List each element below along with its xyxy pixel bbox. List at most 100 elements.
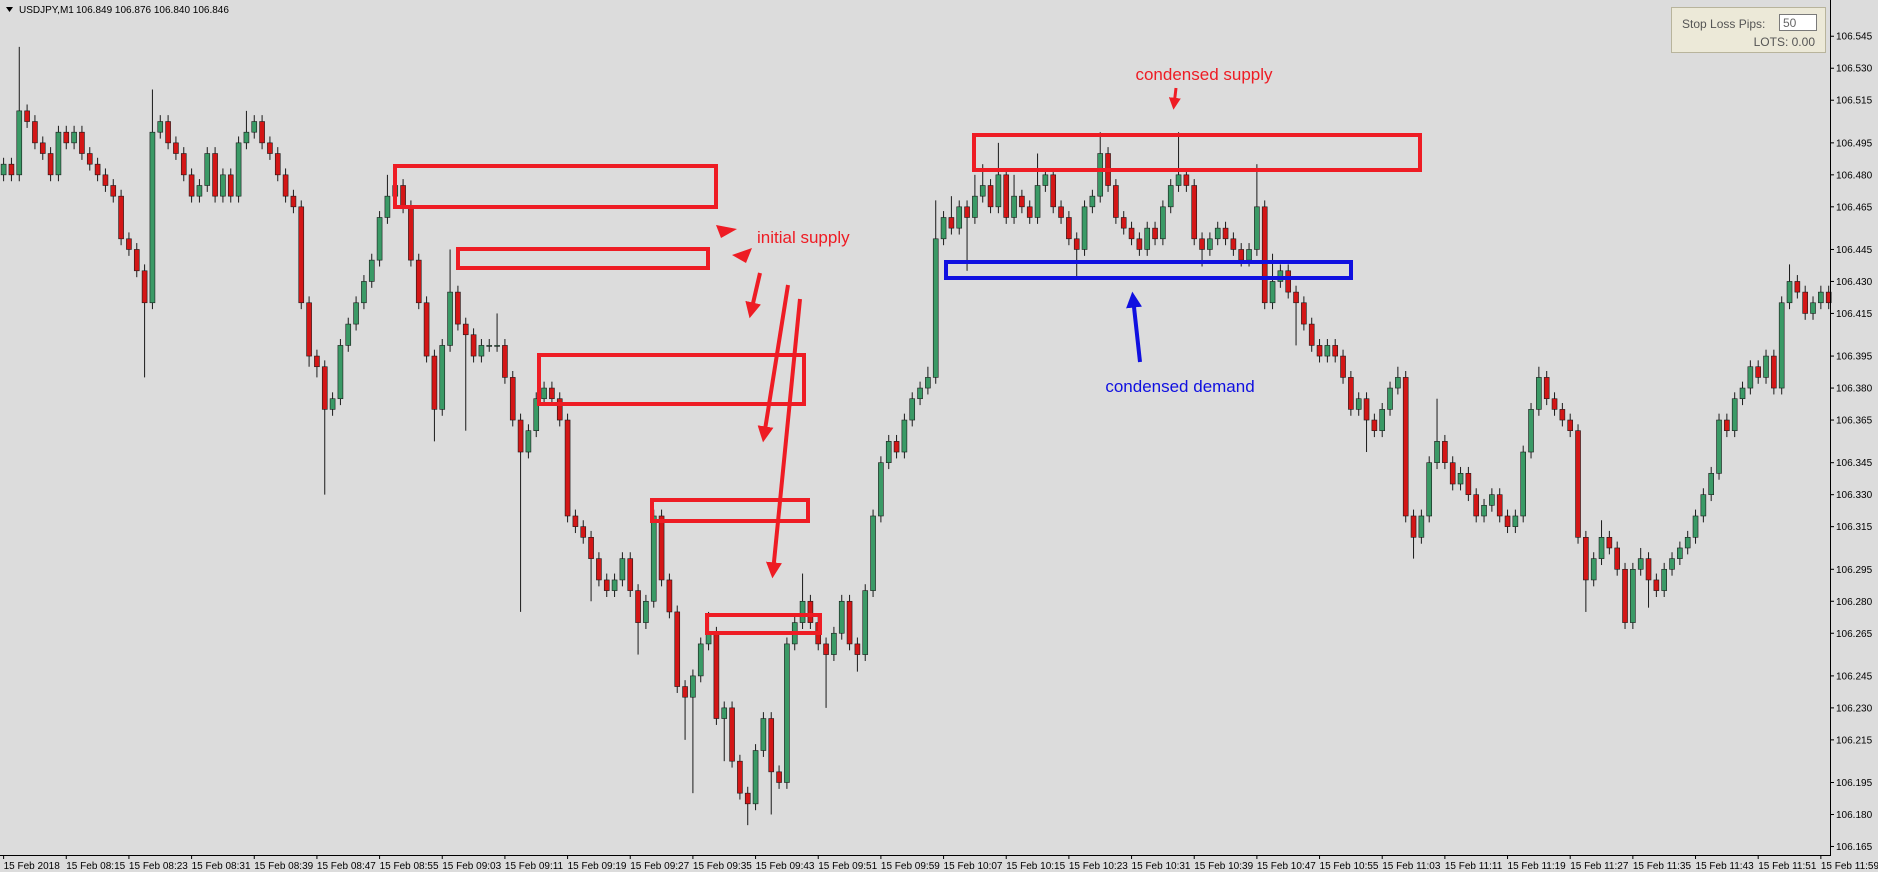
supply-zone [650,498,810,523]
x-tick-label: 15 Feb 09:59 [881,861,940,872]
candle-body [1379,409,1386,431]
candle-body [439,345,446,410]
candle-body [1818,291,1824,304]
x-tick-label: 15 Feb 09:35 [693,861,752,872]
chart-symbol: USDJPY,M1 [19,5,74,16]
candle-body [1449,462,1456,485]
candle-body [1113,185,1119,218]
candle-body [1763,355,1769,378]
candle-body [768,718,775,773]
candle-body [314,355,320,368]
candle-body [979,185,986,197]
candle-body [16,110,23,176]
candle-body [1199,238,1205,250]
x-tick-label: 15 Feb 11:59 [1821,861,1878,872]
x-tick-label: 15 Feb 11:19 [1508,861,1567,872]
y-tick-label: 106.415 [1836,309,1873,320]
x-tick-label: 15 Feb 08:39 [254,861,313,872]
candle-body [1003,174,1010,218]
x-tick-label: 15 Feb 10:47 [1257,861,1316,872]
candle-body [588,537,594,559]
candle-body [79,131,85,154]
candle-body [24,110,30,122]
x-tick-label: 15 Feb 09:11 [505,861,564,872]
arrow [1126,291,1142,363]
candle-body [1661,568,1667,591]
menu-icon[interactable] [6,7,13,12]
candle-body [964,206,970,218]
candle-body [415,259,422,304]
y-tick-label: 106.245 [1836,671,1873,682]
candle-body [627,558,634,591]
candle-body [243,131,250,144]
x-tick-label: 15 Feb 08:55 [380,861,439,872]
candle-body [635,590,641,623]
candle-body [1559,409,1566,421]
candle-body [227,174,234,197]
candle-body [1026,206,1033,218]
candle-body [580,526,587,538]
candle-body [752,750,759,805]
candle-body [1395,377,1401,389]
candle-body [39,142,46,154]
candle-body [784,643,790,783]
candle-body [486,345,493,347]
y-tick-label: 106.315 [1836,522,1873,533]
supply-zone [705,613,822,635]
candle-body [1528,409,1534,453]
candle-body [995,174,1002,208]
candle-body [1536,377,1542,410]
x-tick-label: 15 Feb 11:27 [1570,861,1629,872]
candle-body [729,707,735,762]
candle-body [1089,195,1096,208]
candle-body [188,174,195,197]
stop-loss-input[interactable]: 50 [1779,14,1817,31]
candle-body [1598,537,1605,559]
candle-body [1465,473,1472,495]
x-tick-label: 15 Feb 09:51 [818,861,877,872]
candle-body [1739,387,1746,400]
candle-body [1167,185,1174,208]
candle-body [1097,153,1104,197]
candle-body [697,643,704,677]
candle-body [940,217,947,240]
candle-body [1066,217,1072,240]
chart-quote: 106.849 106.876 106.840 106.846 [76,5,229,16]
candle-body [1551,398,1558,410]
x-tick-label: 15 Feb 10:55 [1320,861,1379,872]
candle-body [1285,270,1292,293]
x-tick-label: 15 Feb 08:47 [317,861,376,872]
condensed-demand-zone [944,260,1353,280]
candle-body [1160,206,1166,240]
candle-body [1802,291,1808,314]
candle-body [658,515,665,581]
candle-body [1034,185,1041,218]
y-tick-label: 106.430 [1836,277,1873,288]
candle-body [1724,419,1730,431]
x-tick-label: 15 Feb 10:23 [1069,861,1128,872]
x-tick-label: 15 Feb 10:15 [1006,861,1065,872]
candle-body [1402,377,1409,517]
candle-body [1481,505,1487,517]
candle-body [987,185,994,208]
arrow-head [732,248,752,263]
arrow-head [716,225,737,238]
candle-body [862,590,869,655]
candle-body [533,398,540,431]
y-tick-label: 106.445 [1836,245,1873,256]
candle-body [744,792,751,805]
candle-body [932,238,939,378]
candle-body [204,153,211,186]
candle-body [1442,441,1448,463]
candle-body [1692,515,1699,538]
candle-body [470,334,477,357]
candle-body [917,387,923,400]
candle-body [212,153,218,197]
candle-body [1222,227,1229,240]
supply-zone [537,353,806,406]
candle-body [1050,174,1057,208]
candle-body [611,579,618,591]
candle-body [878,462,884,517]
y-tick-label: 106.395 [1836,352,1873,363]
